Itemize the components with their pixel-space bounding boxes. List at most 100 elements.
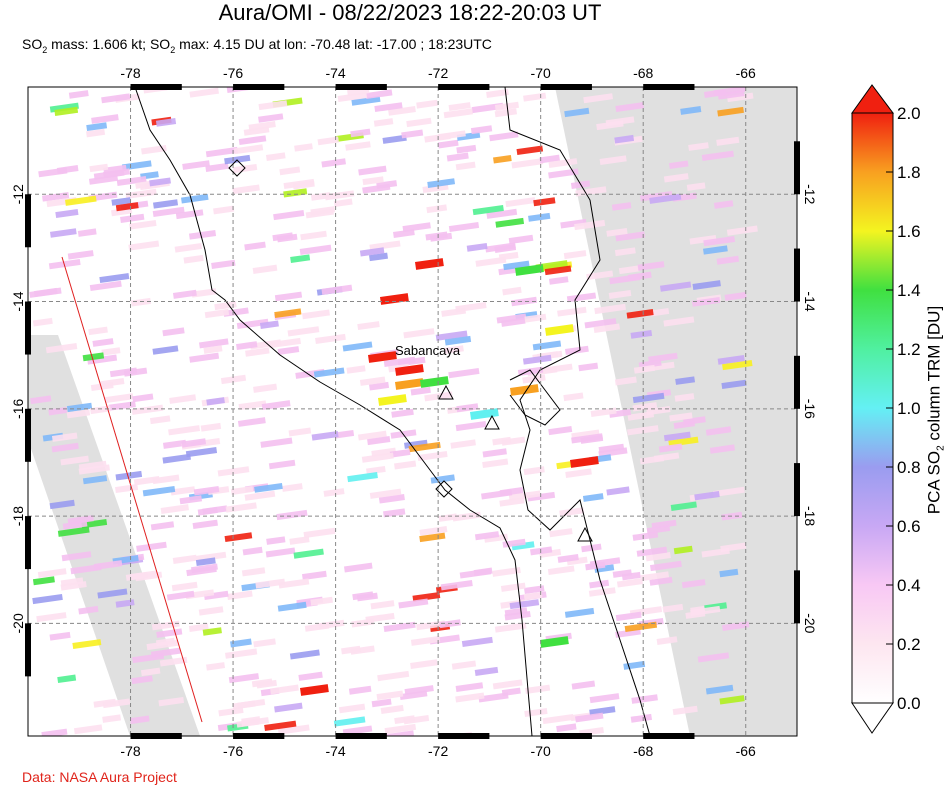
so2-pixel [494,108,518,118]
so2-pixel [333,716,366,727]
so2-pixel [419,526,448,536]
so2-pixel [152,206,185,218]
so2-pixel [132,393,154,403]
so2-pixel [705,684,734,695]
so2-pixel [321,158,346,168]
map-subtitle: SO2 mass: 1.606 kt; SO2 max: 4.15 DU at … [22,36,492,55]
so2-pixel [586,270,614,281]
so2-pixel [242,546,263,556]
so2-pixel [48,258,81,270]
so2-pixel [236,318,269,330]
so2-pixel [615,628,641,638]
so2-pixel [640,571,670,582]
so2-pixel [523,591,543,601]
so2-pixel [594,303,626,315]
so2-pixel [287,326,320,337]
so2-pixel [451,660,477,670]
so2-pixel [150,521,175,531]
so2-pixel [253,638,276,648]
so2-pixel [393,229,415,239]
so2-pixel [630,713,652,723]
so2-pixel [659,281,692,292]
so2-pixel [455,420,487,432]
so2-pixel-high [515,264,544,276]
colorbar-tick-label: 0.2 [897,635,921,654]
so2-pixel [722,360,753,371]
so2-pixel [511,158,544,169]
so2-pixel [663,431,691,442]
so2-pixel [266,536,286,545]
so2-pixel [238,400,267,411]
so2-pixel [252,264,278,274]
so2-pixel [111,197,131,206]
lat-tick-label-right: -14 [802,291,818,311]
colorbar-tick-label: 1.8 [897,163,921,182]
so2-pixel [253,383,278,393]
so2-pixel [631,694,658,704]
so2-pixel [583,93,614,104]
so2-pixel [313,367,345,378]
so2-pixel [254,482,283,493]
so2-pixel [56,165,79,174]
so2-pixel [205,162,229,172]
frame-tick-bar [25,516,31,570]
lat-tick-label-right: -12 [802,184,818,204]
so2-pixel [152,345,179,355]
so2-pixel [104,393,134,404]
so2-pixel [60,577,84,587]
frame-tick-bar [130,84,182,90]
so2-pixel [211,259,236,269]
so2-pixel [593,323,621,333]
colorbar-label-text: column TRM [DU] [924,305,944,446]
volcano-label: Sabancaya [395,343,461,358]
so2-pixel [232,184,260,195]
so2-pixel [61,551,92,562]
so2-pixel [311,431,339,441]
so2-pixel [51,432,78,442]
lon-tick-label-top: -70 [531,65,551,81]
so2-pixel [670,501,697,511]
so2-pixel [334,429,355,439]
so2-pixel [417,450,448,462]
map-area [28,87,797,736]
lat-tick-label-left: -12 [10,184,26,204]
so2-pixel [258,113,284,123]
so2-pixel [274,291,303,302]
so2-pixel [159,656,188,667]
so2-pixel [564,607,595,618]
so2-pixel [115,470,143,481]
so2-pixel [443,108,473,119]
lat-tick-label-left: -14 [10,291,26,311]
so2-pixel [274,308,302,319]
so2-pixel [574,219,606,231]
so2-pixel [560,218,587,229]
data-credit: Data: NASA Aura Project [22,769,177,785]
so2-pixel-high [395,378,424,390]
so2-pixel [78,605,99,615]
so2-pixel [203,590,229,601]
so2-pixel [224,532,253,543]
so2-pixel [499,497,525,507]
so2-pixel [369,488,402,499]
so2-pixel [440,580,473,591]
so2-pixel [492,436,512,446]
so2-pixel [505,197,536,208]
so2-pixel [192,519,218,530]
so2-pixel [674,393,695,402]
so2-pixel [193,486,220,496]
so2-pixel [278,578,310,589]
so2-pixel [401,129,424,139]
so2-pixel-high [540,636,569,648]
so2-pixel [206,662,226,671]
so2-pixel [115,202,139,212]
so2-pixel [557,306,587,317]
so2-pixel [691,296,721,307]
so2-pixel [548,168,579,179]
so2-pixel [179,495,203,505]
colorbar-label-text: PCA SO [924,450,944,515]
frame-tick-bar [643,733,695,739]
so2-pixel [359,247,385,257]
so2-pixel [717,90,745,100]
orbit-edge-line [61,256,203,723]
so2-pixel [609,274,641,285]
